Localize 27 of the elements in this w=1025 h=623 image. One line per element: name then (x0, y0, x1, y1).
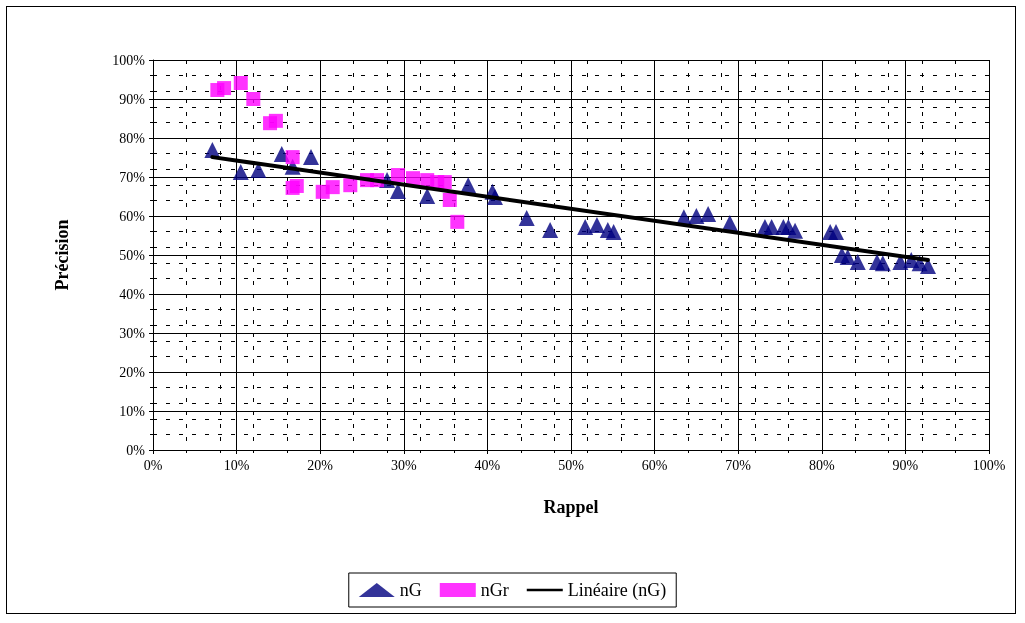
x-tick-label: 20% (307, 457, 334, 473)
y-tick-label: 20% (119, 364, 146, 380)
x-axis-title: Rappel (543, 497, 599, 517)
x-tick-label: 80% (808, 457, 835, 473)
x-tick-label: 30% (390, 457, 417, 473)
y-tick-label: 40% (119, 286, 146, 302)
x-tick-label: 40% (474, 457, 501, 473)
y-tick-label: 0% (126, 442, 146, 458)
legend-label: nGr (480, 580, 509, 600)
y-tick-label: 50% (119, 247, 146, 263)
y-tick-label: 60% (119, 208, 146, 224)
x-tick-label: 50% (558, 457, 585, 473)
y-tick-label: 30% (119, 325, 146, 341)
y-tick-label: 10% (119, 403, 146, 419)
x-tick-label: 0% (143, 457, 163, 473)
legend-label: Linéaire (nG) (567, 580, 667, 601)
y-tick-label: 70% (119, 169, 146, 185)
x-tick-label: 10% (223, 457, 250, 473)
y-axis-title: Précision (52, 219, 72, 291)
x-tick-label: 60% (641, 457, 668, 473)
y-tick-label: 90% (119, 91, 146, 107)
x-tick-label: 90% (892, 457, 919, 473)
x-tick-label: 100% (972, 457, 1006, 473)
y-tick-label: 100% (112, 52, 146, 68)
x-tick-label: 70% (725, 457, 752, 473)
legend-label: nG (399, 580, 422, 600)
y-tick-label: 80% (119, 130, 146, 146)
